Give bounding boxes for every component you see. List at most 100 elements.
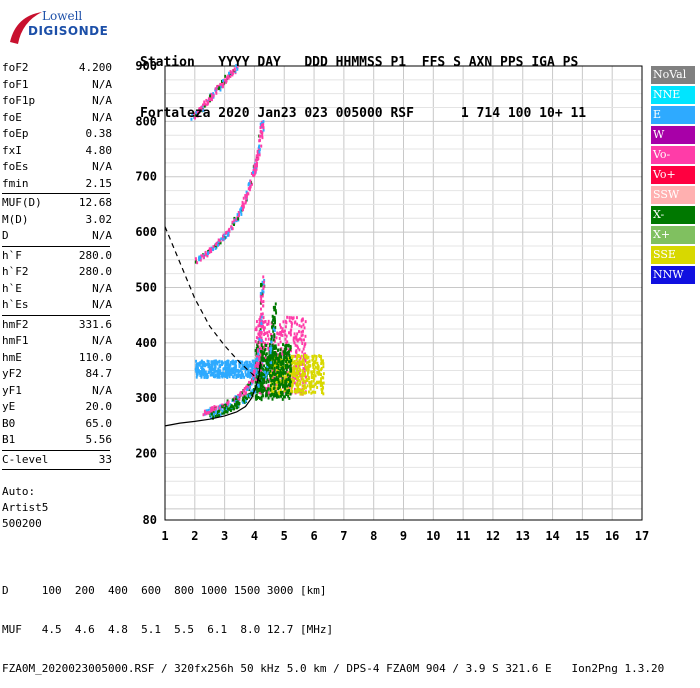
echo-pixel [308, 359, 311, 363]
param-value: N/A [92, 334, 112, 347]
trace-pixel [257, 156, 260, 160]
param-label: yE [2, 400, 16, 413]
param-row: foEs N/A [2, 159, 112, 176]
echo-pixel [267, 380, 270, 384]
trace-pixel [212, 94, 215, 98]
trace-pixel [263, 373, 266, 377]
trace-pixel [259, 294, 262, 298]
echo-pixel [273, 363, 276, 367]
echo-pixel [296, 353, 299, 357]
echo-pixel [288, 396, 291, 400]
echo-pixel [276, 370, 279, 374]
trace-pixel [236, 67, 239, 71]
echo-pixel [305, 361, 308, 365]
polarization-legend: NoVal NNE E W Vo- Vo+ SSW X- X+ SSE NNW [651, 66, 695, 286]
trace-pixel [256, 150, 259, 154]
trace-pixel [229, 70, 232, 74]
echo-pixel [287, 387, 290, 391]
echo-pixel [320, 366, 323, 370]
echo-pixel [265, 390, 268, 394]
trace-pixel [229, 405, 232, 409]
trace-pixel [262, 378, 264, 382]
echo-pixel [233, 362, 236, 366]
echo-pixel [284, 366, 287, 370]
param-value: 280.0 [78, 265, 112, 278]
echo-pixel [271, 350, 274, 354]
echo-pixel [299, 389, 302, 393]
echo-pixel [270, 386, 273, 390]
echo-pixel [301, 371, 304, 375]
echo-pixel [274, 390, 277, 394]
param-label: yF2 [2, 367, 22, 380]
echo-pixel [296, 338, 299, 342]
echo-pixel [260, 363, 263, 367]
echo-pixel [273, 347, 276, 351]
trace-pixel [204, 411, 207, 415]
trace-pixel [242, 396, 245, 400]
trace-pixel [246, 387, 249, 391]
echo-pixel [321, 389, 324, 393]
trace-pixel [212, 415, 215, 419]
echo-pixel [229, 363, 232, 367]
echo-pixel [315, 380, 318, 384]
echo-pixel [224, 369, 227, 373]
echo-pixel [232, 375, 235, 379]
echo-pixel [320, 377, 322, 381]
echo-pixel [260, 332, 263, 336]
echo-pixel [284, 350, 287, 354]
echo-pixel [285, 359, 288, 363]
echo-pixel [196, 370, 199, 374]
echo-pixel [249, 375, 252, 379]
trace-pixel [257, 361, 260, 365]
echo-pixel [282, 330, 285, 334]
trace-pixel [195, 258, 198, 262]
echo-pixel [268, 392, 271, 396]
trace-pixel [261, 294, 264, 298]
trace-pixel [255, 154, 258, 158]
echo-pixel [314, 382, 317, 386]
trace-pixel [248, 182, 251, 186]
echo-pixel [305, 366, 308, 370]
trace-pixel [242, 202, 245, 206]
trace-pixel [228, 71, 230, 75]
trace-pixel [256, 161, 258, 165]
trace-pixel [240, 206, 243, 210]
echo-pixel [244, 370, 247, 374]
echo-pixel [254, 328, 257, 332]
echo-pixel [279, 390, 282, 394]
echo-pixel [204, 371, 207, 375]
echo-pixel [285, 361, 288, 365]
echo-pixel [280, 363, 283, 367]
auto-line: Auto: [2, 485, 36, 498]
echo-pixel [269, 376, 272, 380]
trace-pixel [227, 231, 230, 235]
echo-pixel [285, 384, 287, 388]
echo-pixel [234, 360, 236, 364]
trace-pixel [262, 286, 265, 290]
echo-pixel [267, 396, 270, 400]
trace-pixel [264, 370, 266, 374]
echo-pixel [274, 387, 276, 391]
echo-pixel [283, 384, 286, 388]
echo-pixel [285, 373, 288, 377]
echo-pixel [289, 329, 292, 333]
echo-pixel [259, 335, 261, 339]
echo-pixel [207, 363, 210, 367]
trace-pixel [239, 391, 242, 395]
echo-pixel [315, 357, 318, 361]
trace-pixel [262, 283, 265, 287]
trace-pixel [262, 300, 265, 304]
trace-pixel [254, 390, 257, 394]
echo-pixel [302, 378, 305, 382]
echo-pixel [216, 375, 219, 379]
echo-pixel [262, 320, 265, 324]
echo-pixel [282, 383, 285, 387]
echo-pixel [199, 373, 202, 377]
echo-pixel [264, 394, 267, 398]
echo-pixel [305, 375, 307, 379]
echo-pixel [227, 362, 230, 366]
echo-pixel [275, 392, 278, 396]
echo-pixel [265, 361, 268, 365]
trace-pixel [262, 275, 265, 279]
echo-pixel [322, 392, 325, 396]
